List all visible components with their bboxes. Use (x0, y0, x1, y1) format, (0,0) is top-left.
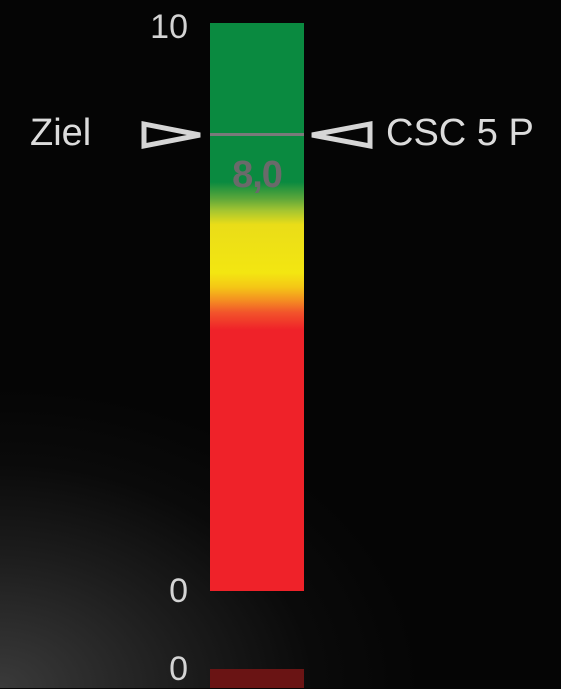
second-scale-min-label: 0 (169, 650, 188, 688)
product-label: CSC 5 P (386, 112, 534, 154)
scale-max-label: 10 (150, 8, 188, 46)
product-arrow-left-icon (311, 120, 373, 150)
gauge-bar (210, 23, 304, 591)
target-arrow-right-icon (141, 120, 201, 150)
target-label: Ziel (30, 112, 92, 154)
scale-min-label: 0 (169, 572, 188, 610)
second-gauge-bar (210, 669, 304, 688)
target-line (210, 133, 304, 136)
gauge-value: 8,0 (232, 154, 283, 196)
